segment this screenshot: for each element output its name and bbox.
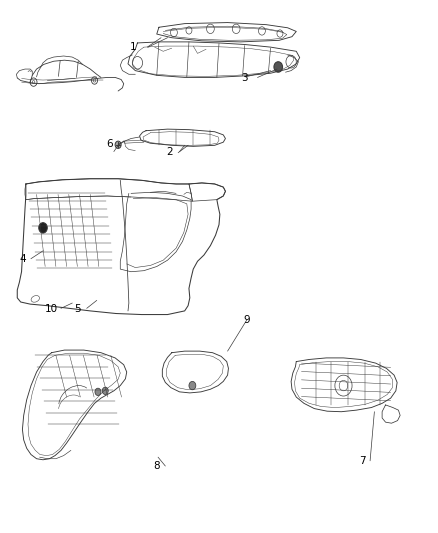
Circle shape [95,388,101,395]
Text: 2: 2 [166,147,173,157]
Text: 9: 9 [244,315,250,325]
Text: 7: 7 [360,456,366,466]
Circle shape [115,141,121,149]
Text: 5: 5 [74,304,81,314]
Circle shape [274,62,283,72]
Text: 8: 8 [153,461,160,471]
Text: 4: 4 [19,254,26,264]
Circle shape [39,223,47,233]
Circle shape [189,382,196,390]
Text: 6: 6 [106,139,113,149]
Circle shape [102,387,108,394]
Text: 10: 10 [45,304,58,314]
Text: 1: 1 [130,42,137,52]
Text: 3: 3 [241,74,248,84]
